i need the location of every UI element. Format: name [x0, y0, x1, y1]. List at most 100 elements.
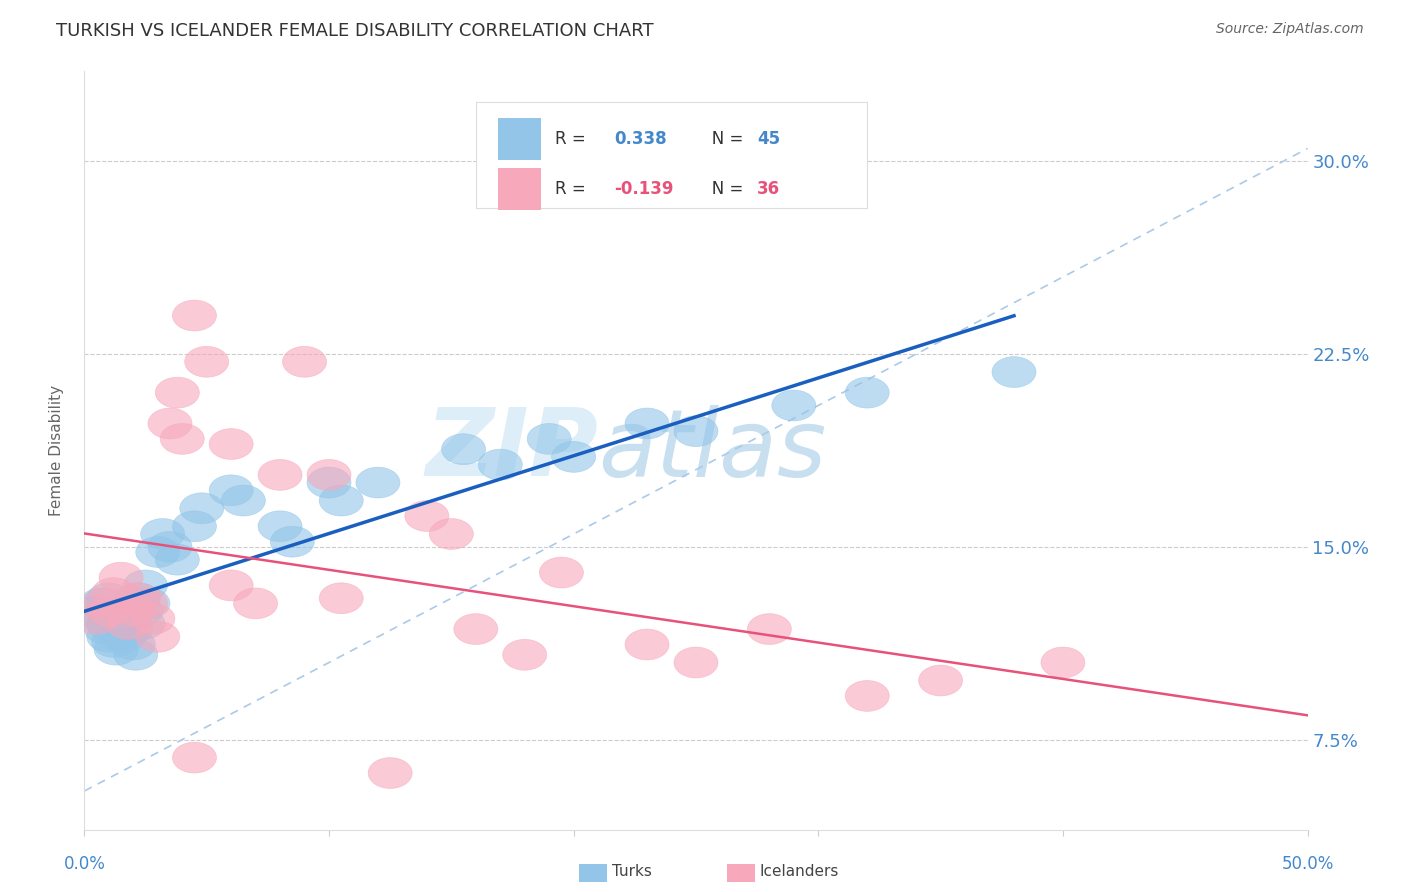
Ellipse shape [270, 526, 315, 558]
Ellipse shape [441, 434, 485, 465]
Ellipse shape [91, 626, 136, 657]
Ellipse shape [121, 608, 165, 640]
Ellipse shape [87, 582, 131, 614]
Ellipse shape [626, 629, 669, 660]
Ellipse shape [221, 485, 266, 516]
Text: 0.338: 0.338 [614, 130, 666, 148]
Ellipse shape [209, 429, 253, 459]
FancyBboxPatch shape [475, 102, 868, 208]
Ellipse shape [101, 622, 146, 652]
Ellipse shape [82, 603, 127, 634]
Ellipse shape [368, 757, 412, 789]
Text: N =: N = [696, 130, 748, 148]
Ellipse shape [233, 588, 277, 619]
Text: 50.0%: 50.0% [1281, 855, 1334, 873]
Ellipse shape [87, 608, 131, 640]
Ellipse shape [148, 532, 193, 562]
Ellipse shape [108, 614, 153, 645]
Ellipse shape [993, 357, 1036, 387]
Ellipse shape [98, 614, 143, 645]
Ellipse shape [551, 442, 596, 472]
Text: 45: 45 [758, 130, 780, 148]
Text: ZIP: ZIP [425, 404, 598, 497]
Ellipse shape [209, 475, 253, 506]
Ellipse shape [356, 467, 399, 498]
Text: TURKISH VS ICELANDER FEMALE DISABILITY CORRELATION CHART: TURKISH VS ICELANDER FEMALE DISABILITY C… [56, 22, 654, 40]
Ellipse shape [94, 634, 138, 665]
Ellipse shape [527, 424, 571, 454]
Ellipse shape [87, 596, 131, 626]
Ellipse shape [136, 537, 180, 567]
Ellipse shape [127, 588, 170, 619]
Ellipse shape [155, 377, 200, 408]
Ellipse shape [118, 596, 163, 626]
Ellipse shape [98, 562, 143, 593]
Ellipse shape [75, 603, 118, 634]
Ellipse shape [283, 346, 326, 377]
Ellipse shape [91, 578, 136, 608]
Ellipse shape [405, 500, 449, 532]
Text: 0.0%: 0.0% [63, 855, 105, 873]
Ellipse shape [918, 665, 963, 696]
Ellipse shape [124, 588, 167, 619]
Ellipse shape [98, 601, 143, 632]
Text: atlas: atlas [598, 405, 827, 496]
Ellipse shape [107, 608, 150, 640]
Ellipse shape [117, 582, 160, 614]
Text: N =: N = [696, 179, 748, 198]
Ellipse shape [114, 640, 157, 670]
Ellipse shape [429, 518, 474, 549]
Ellipse shape [87, 596, 131, 626]
Ellipse shape [131, 603, 174, 634]
Ellipse shape [626, 408, 669, 439]
Ellipse shape [84, 614, 128, 645]
Ellipse shape [307, 459, 352, 491]
Ellipse shape [478, 450, 522, 480]
Ellipse shape [184, 346, 229, 377]
Text: Turks: Turks [612, 864, 651, 879]
Ellipse shape [104, 608, 148, 640]
Ellipse shape [148, 408, 193, 439]
Ellipse shape [136, 622, 180, 652]
Ellipse shape [173, 300, 217, 331]
Ellipse shape [503, 640, 547, 670]
Ellipse shape [259, 459, 302, 491]
Ellipse shape [155, 544, 200, 575]
Ellipse shape [80, 588, 124, 619]
Ellipse shape [673, 647, 718, 678]
Y-axis label: Female Disability: Female Disability [49, 384, 63, 516]
Ellipse shape [454, 614, 498, 645]
Text: R =: R = [555, 130, 596, 148]
Ellipse shape [209, 570, 253, 601]
Ellipse shape [82, 588, 127, 619]
Ellipse shape [307, 467, 352, 498]
Ellipse shape [1040, 647, 1085, 678]
FancyBboxPatch shape [498, 118, 541, 160]
Ellipse shape [141, 518, 184, 549]
Text: 36: 36 [758, 179, 780, 198]
Ellipse shape [75, 596, 118, 626]
Ellipse shape [772, 390, 815, 421]
Ellipse shape [111, 596, 155, 626]
Ellipse shape [111, 629, 155, 660]
Ellipse shape [319, 485, 363, 516]
Ellipse shape [124, 570, 167, 601]
Ellipse shape [87, 622, 131, 652]
Ellipse shape [748, 614, 792, 645]
Ellipse shape [540, 558, 583, 588]
Ellipse shape [173, 511, 217, 541]
Ellipse shape [259, 511, 302, 541]
Text: Source: ZipAtlas.com: Source: ZipAtlas.com [1216, 22, 1364, 37]
Ellipse shape [173, 742, 217, 773]
Ellipse shape [160, 424, 204, 454]
Ellipse shape [673, 416, 718, 447]
Text: Icelanders: Icelanders [759, 864, 838, 879]
Ellipse shape [319, 582, 363, 614]
Ellipse shape [845, 681, 889, 711]
Text: R =: R = [555, 179, 592, 198]
Text: -0.139: -0.139 [614, 179, 673, 198]
Ellipse shape [180, 493, 224, 524]
Ellipse shape [107, 596, 150, 626]
FancyBboxPatch shape [498, 168, 541, 210]
Ellipse shape [117, 582, 160, 614]
